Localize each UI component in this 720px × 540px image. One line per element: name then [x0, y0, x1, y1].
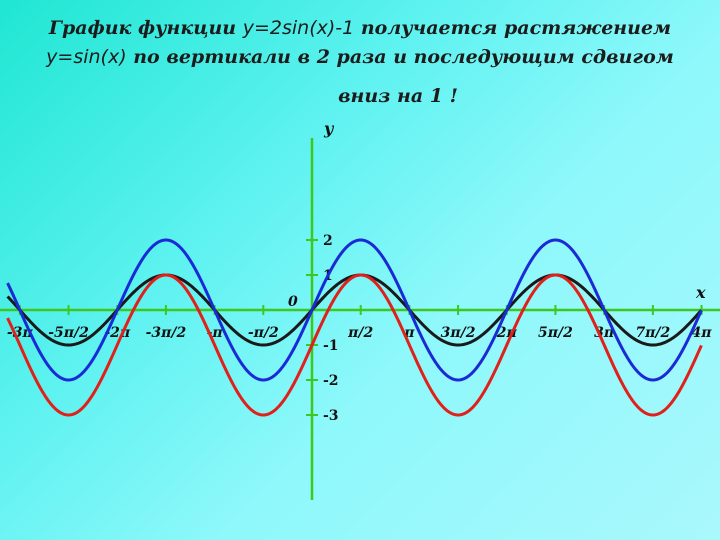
title-function-2: y=sin(x) [46, 46, 127, 68]
ticks: -3π -5π/2 -2π -3π/2 -π -π/2 π/2 π 3π/2 2π 5π/2 3π 7π… [7, 233, 712, 424]
y-tick-label: -3 [323, 408, 339, 424]
title-line1-b: получается растяжением [354, 17, 672, 39]
x-tick-label: 2π [496, 325, 518, 341]
title-line1-a: График функции [48, 17, 243, 39]
title-function-1: y=2sin(x)-1 [242, 17, 355, 39]
title-line2-b: по вертикали в 2 раза и последующим сдви… [126, 46, 674, 68]
series-line-1 [6, 238, 703, 382]
y-axis-label: y [323, 119, 335, 138]
title-line3: вниз на 1 ! [338, 85, 458, 107]
x-tick-label: -3π/2 [146, 325, 187, 341]
x-tick-label: -π/2 [248, 325, 279, 341]
y-tick-label: -1 [323, 338, 339, 354]
origin-label: 0 [288, 294, 298, 310]
chart-title: График функции y=2sin(x)-1 получается ра… [0, 14, 720, 111]
x-tick-label: π/2 [347, 325, 373, 341]
series-line-2 [6, 273, 703, 417]
x-axis-label: x [695, 283, 706, 302]
curves [6, 238, 703, 417]
x-tick-label: -5π/2 [48, 325, 89, 341]
x-tick-label: 7π/2 [635, 325, 670, 341]
x-tick-label: 3π/2 [441, 325, 476, 341]
x-tick-label: 5π/2 [538, 325, 573, 341]
x-tick-label: 4π [692, 325, 713, 341]
y-tick-label: 2 [323, 233, 333, 249]
y-tick-label: -2 [323, 373, 339, 389]
